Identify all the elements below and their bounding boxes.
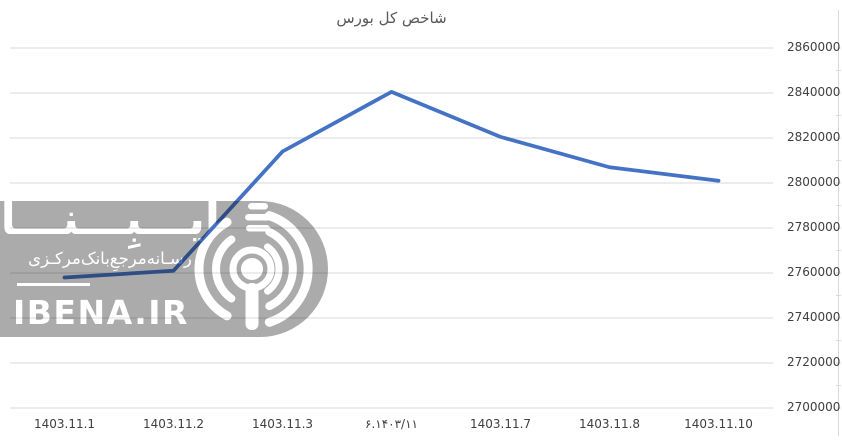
y-axis-label: 2720000 (787, 355, 841, 369)
x-axis-label: ۶.۱۴۰۳/۱۱ (365, 417, 418, 431)
x-axis-label: 1403.11.2 (142, 417, 205, 431)
x-axis-label: 1403.11.3 (251, 417, 314, 431)
y-axis-label: 2860000 (787, 40, 841, 54)
x-axis-label: 1403.11.1 (33, 417, 96, 431)
y-axis-label: 2840000 (787, 85, 841, 99)
y-axis-label: 2780000 (787, 220, 841, 234)
chart-title: شاخص کل بورس (336, 9, 447, 27)
y-axis-label: 2700000 (787, 400, 841, 414)
y-axis-label: 2820000 (787, 130, 841, 144)
x-axis-label: 1403.11.7 (469, 417, 532, 431)
x-axis-label: 1403.11.8 (578, 417, 641, 431)
x-axis-label: 1403.11.10 (684, 417, 753, 431)
y-axis-label: 2760000 (787, 265, 841, 279)
y-axis-label: 2800000 (787, 175, 841, 189)
y-axis-label: 2740000 (787, 310, 841, 324)
index-series-line (62, 90, 721, 280)
